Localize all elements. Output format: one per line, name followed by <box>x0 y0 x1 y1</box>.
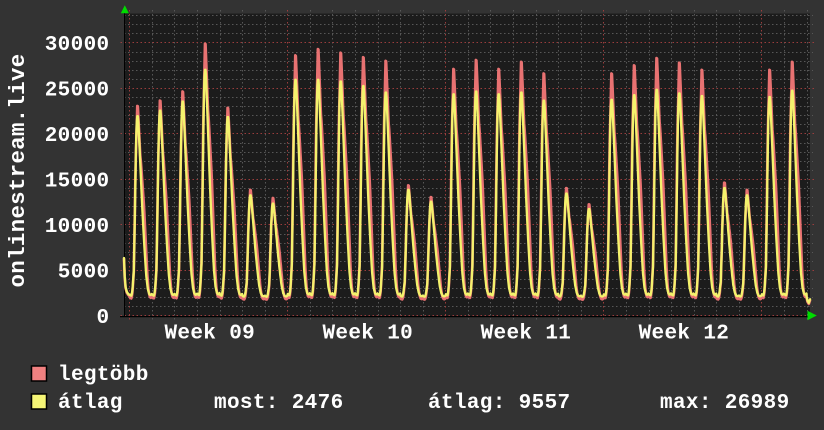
svg-text:onlinestream.live: onlinestream.live <box>5 54 31 288</box>
svg-text:20000: 20000 <box>45 125 110 148</box>
svg-text:Week 10: Week 10 <box>322 323 413 346</box>
svg-text:Week 11: Week 11 <box>481 323 572 346</box>
svg-text:átlag: 9557: átlag: 9557 <box>428 392 570 415</box>
svg-text:Week 09: Week 09 <box>164 323 255 346</box>
svg-text:30000: 30000 <box>45 34 110 57</box>
svg-text:10000: 10000 <box>45 216 110 239</box>
svg-text:0: 0 <box>97 307 110 330</box>
svg-text:max: 26989: max: 26989 <box>660 392 790 415</box>
svg-text:25000: 25000 <box>45 79 110 102</box>
svg-text:5000: 5000 <box>58 261 110 284</box>
svg-text:15000: 15000 <box>45 170 110 193</box>
svg-text:átlag: átlag <box>58 392 123 415</box>
svg-text:Week 12: Week 12 <box>639 323 730 346</box>
svg-text:legtöbb: legtöbb <box>58 364 149 387</box>
svg-text:most: 2476: most: 2476 <box>214 392 344 415</box>
